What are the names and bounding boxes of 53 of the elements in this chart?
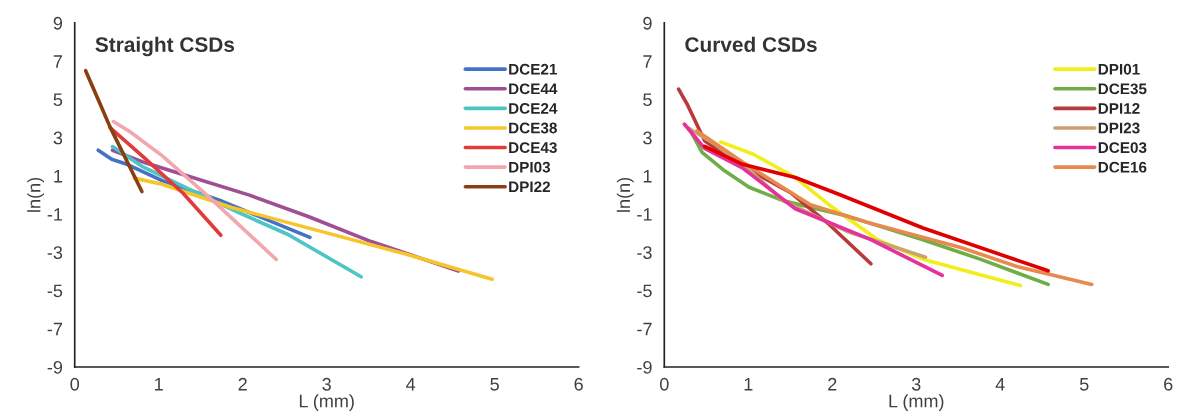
- y-tick-label: 5: [53, 93, 63, 107]
- x-tick-label: 1: [744, 378, 753, 391]
- x-tick-label: 2: [828, 377, 837, 391]
- x-tick-label: 6: [574, 377, 583, 391]
- x-tick-label: 0: [659, 377, 669, 391]
- legend-label: DCE21: [509, 63, 557, 75]
- text: Curved CSDs: [685, 36, 817, 52]
- y-tick-label: 1: [643, 169, 652, 183]
- y-tick-label: -5: [47, 284, 63, 298]
- legend-label: DCE44: [509, 83, 558, 95]
- y-tick-label: 5: [643, 93, 652, 107]
- x-tick-label: 3: [322, 377, 331, 391]
- legend-label: DCE24: [509, 103, 558, 114]
- x-tick-label: 6: [1164, 377, 1173, 391]
- legend-label: DPI01: [1098, 63, 1140, 75]
- x-axis-title: L (mm): [889, 394, 944, 412]
- y-tick-label: -7: [637, 322, 652, 336]
- legend-label: DCE38: [509, 122, 557, 134]
- y-tick-label: 1: [54, 169, 63, 183]
- legend-label: DCE03: [1098, 142, 1147, 154]
- legend-label: DPI12: [1098, 103, 1140, 114]
- x-tick-label: 5: [1079, 378, 1089, 391]
- x-tick-label: 5: [490, 378, 499, 391]
- y-tick-label: -1: [47, 208, 63, 221]
- y-tick-label: 7: [53, 55, 63, 68]
- x-tick-label: 3: [911, 377, 921, 391]
- y-tick-label: 3: [643, 131, 652, 145]
- y-tick-label: 9: [643, 16, 652, 30]
- y-tick-label: 7: [643, 55, 652, 68]
- y-tick-label: -3: [637, 246, 652, 260]
- x-tick-label: 1: [155, 378, 163, 391]
- y-tick-label: 3: [53, 131, 63, 145]
- y-tick-label: 9: [53, 16, 63, 30]
- x-tick-label: 2: [238, 377, 247, 391]
- legend-label: DCE43: [509, 142, 557, 154]
- legend-label: DPI22: [509, 181, 550, 193]
- y-axis-title: ln(n): [616, 178, 634, 212]
- x-tick-label: 0: [70, 377, 80, 391]
- y-tick-label: -9: [47, 360, 63, 374]
- y-axis-title: ln(n): [27, 178, 45, 212]
- x-tick-label: 4: [406, 378, 416, 391]
- text: Straight CSDs: [95, 36, 235, 57]
- x-tick-label: 4: [995, 378, 1005, 391]
- legend-label: DCE16: [1098, 161, 1147, 173]
- legend-label: DPI03: [509, 161, 551, 173]
- x-axis-title: L (mm): [299, 394, 354, 412]
- y-tick-label: -5: [637, 284, 652, 298]
- y-tick-label: -7: [47, 322, 63, 336]
- y-tick-label: -1: [637, 208, 652, 221]
- y-tick-label: -9: [637, 360, 652, 374]
- legend-label: DCE35: [1098, 83, 1147, 95]
- legend-label: DPI23: [1098, 122, 1140, 134]
- y-tick-label: -3: [47, 246, 63, 260]
